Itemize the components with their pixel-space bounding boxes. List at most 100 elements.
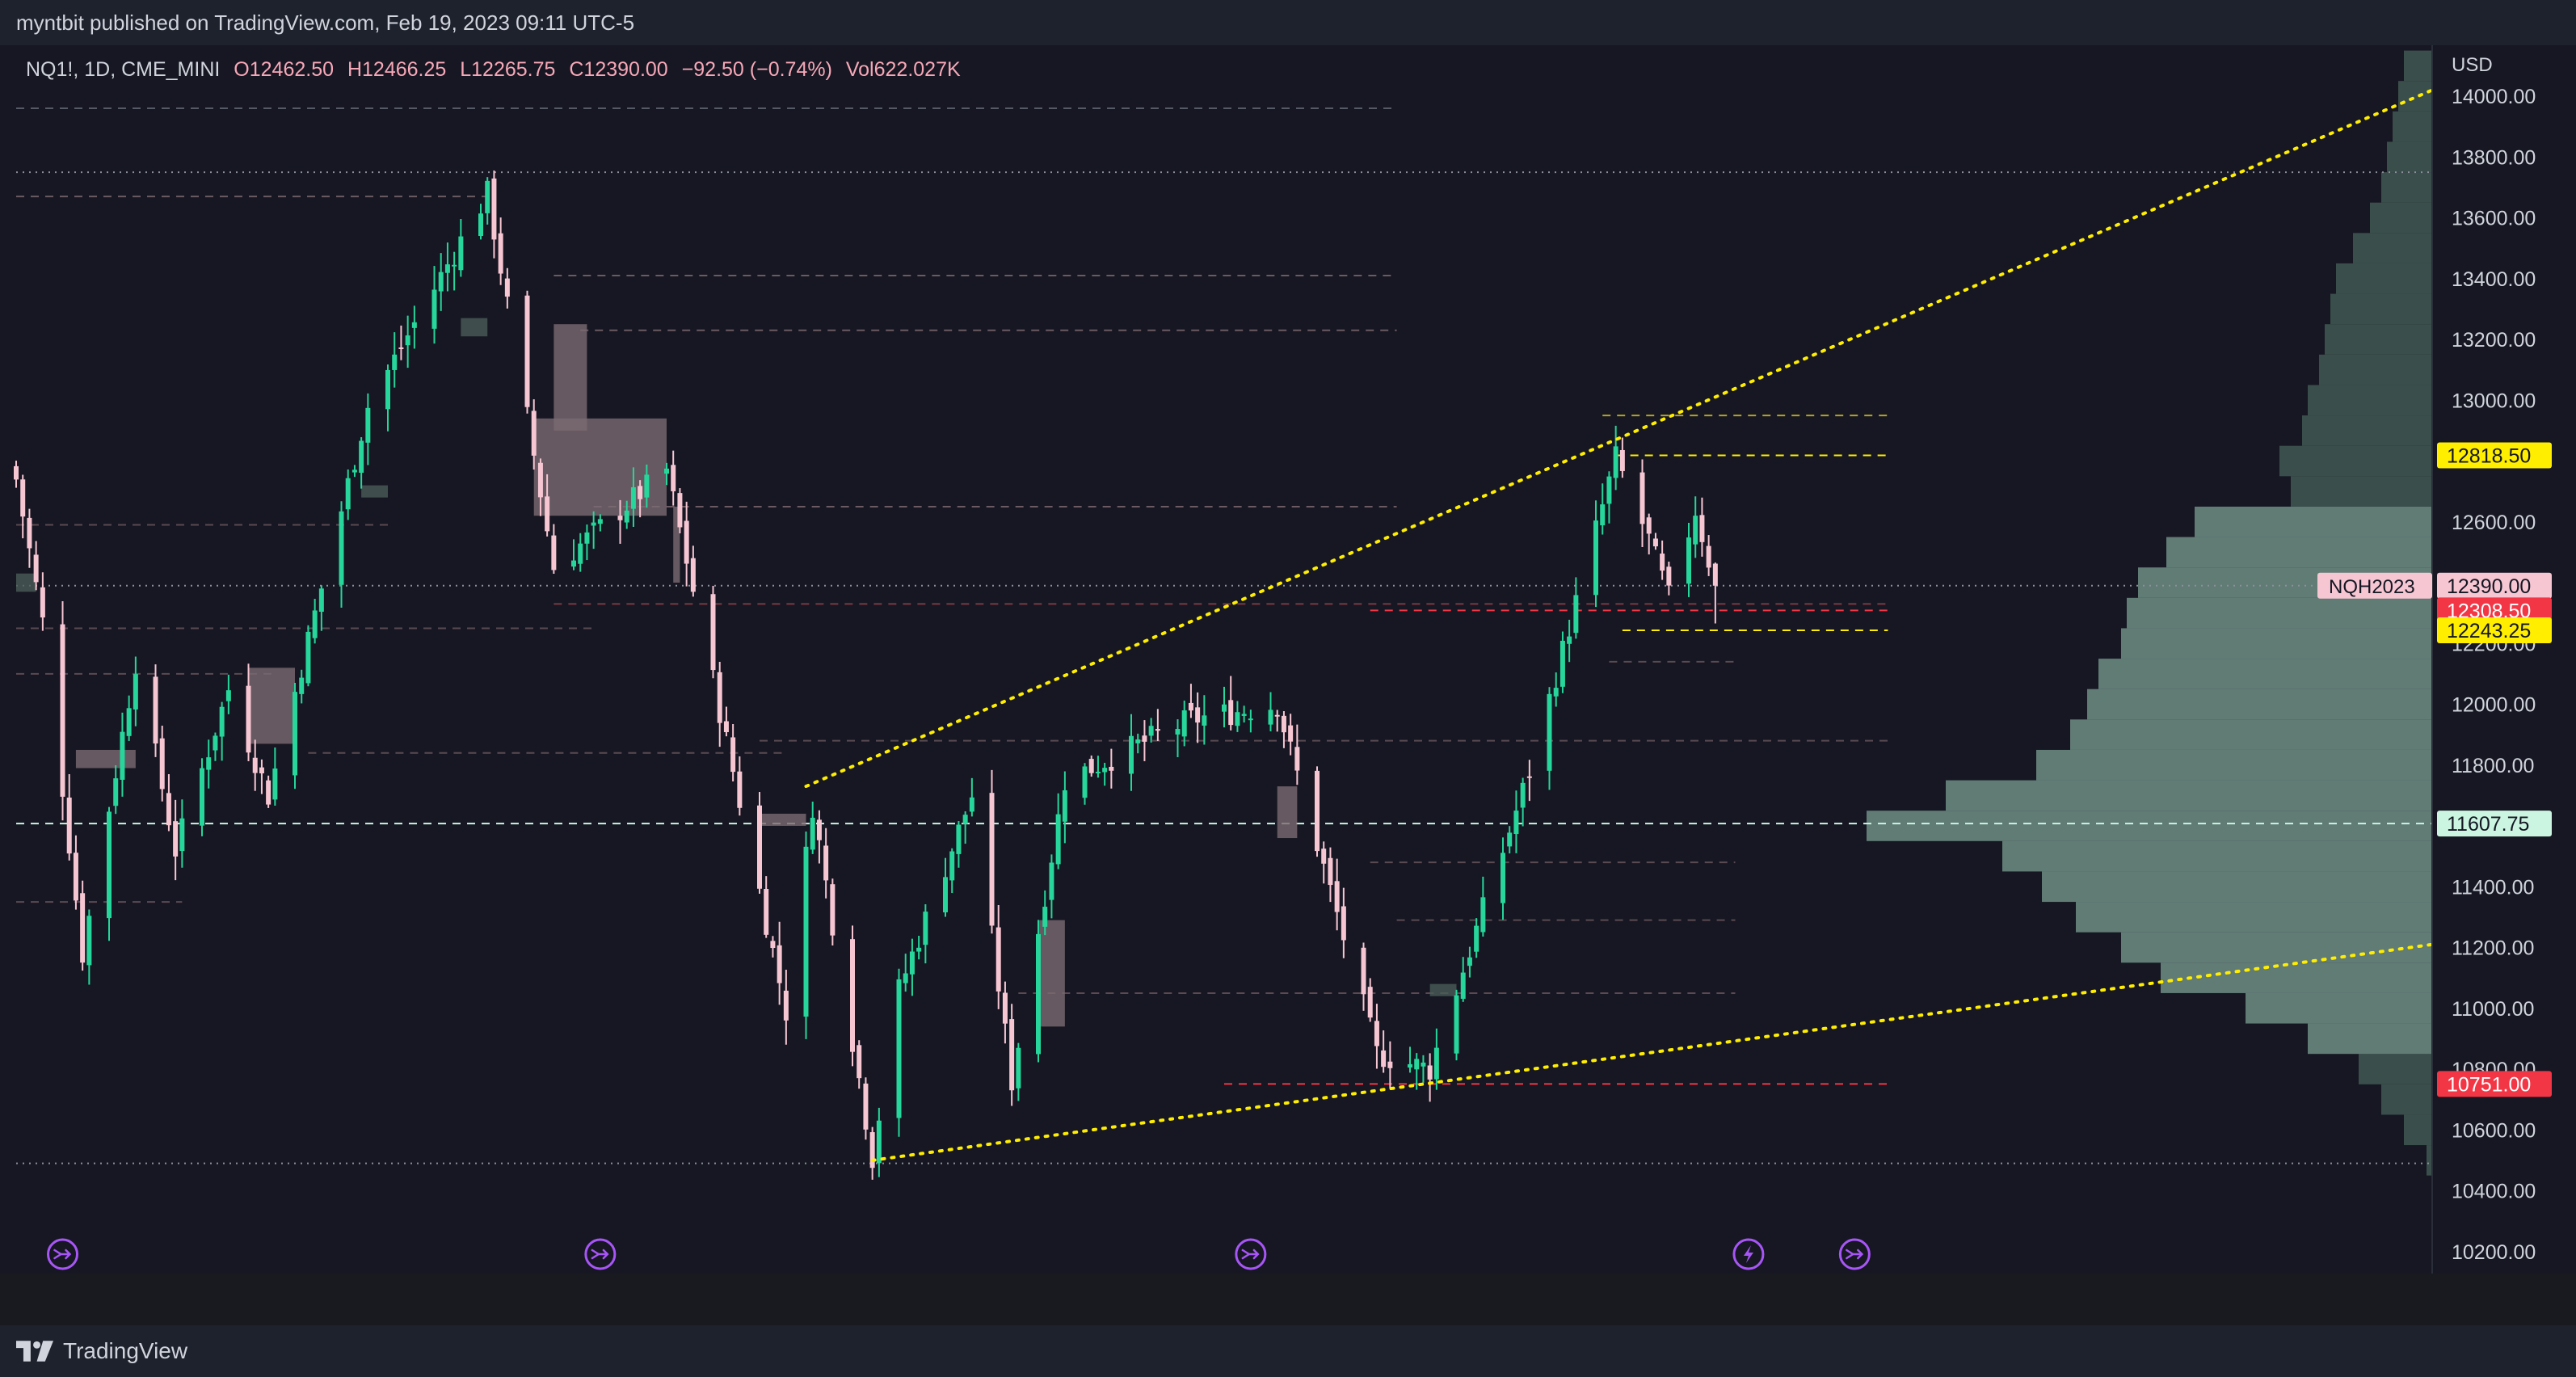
candle-body[interactable] (504, 278, 510, 297)
candle-body[interactable] (272, 769, 278, 800)
candle-body[interactable] (20, 479, 26, 517)
candle-body[interactable] (1248, 718, 1253, 721)
split-arrow-icon[interactable] (1838, 1238, 1871, 1270)
candle-body[interactable] (339, 511, 344, 585)
candle-body[interactable] (1460, 972, 1466, 999)
candle-body[interactable] (597, 519, 603, 524)
candle-body[interactable] (1699, 515, 1705, 542)
candle-body[interactable] (770, 941, 776, 949)
candle-body[interactable] (989, 793, 995, 926)
candle-body[interactable] (1102, 768, 1108, 773)
candle-body[interactable] (438, 272, 444, 292)
candle-body[interactable] (173, 821, 179, 857)
candle-body[interactable] (345, 478, 351, 510)
candle-body[interactable] (1660, 554, 1665, 571)
candle-body[interactable] (617, 516, 623, 520)
candle-body[interactable] (810, 817, 815, 850)
candle-body[interactable] (1593, 520, 1598, 596)
candle-body[interactable] (896, 979, 902, 1118)
candle-body[interactable] (1109, 766, 1114, 771)
candle-body[interactable] (995, 927, 1001, 992)
candle-body[interactable] (1042, 907, 1048, 927)
candle-body[interactable] (690, 558, 696, 592)
trendline[interactable] (804, 88, 2434, 789)
candle-body[interactable] (1474, 925, 1480, 952)
candle-body[interactable] (33, 554, 39, 583)
candle-body[interactable] (638, 486, 643, 499)
candle-body[interactable] (1686, 537, 1691, 584)
candle-body[interactable] (1567, 636, 1572, 644)
candle-body[interactable] (153, 676, 158, 744)
candle-body[interactable] (1693, 516, 1698, 545)
candle-body[interactable] (664, 468, 669, 474)
candle-body[interactable] (80, 893, 86, 963)
candle-body[interactable] (876, 1120, 882, 1164)
split-arrow-icon[interactable] (1235, 1238, 1267, 1270)
candle-body[interactable] (392, 354, 398, 370)
candle-body[interactable] (916, 947, 922, 952)
candle-body[interactable] (545, 496, 550, 532)
candle-body[interactable] (1009, 1019, 1015, 1091)
candle-body[interactable] (1062, 790, 1067, 822)
candle-body[interactable] (318, 588, 324, 613)
candle-body[interactable] (1706, 545, 1711, 568)
candle-body[interactable] (903, 973, 908, 983)
candle-body[interactable] (1421, 1062, 1426, 1067)
candle-body[interactable] (444, 264, 450, 273)
candle-body[interactable] (312, 610, 318, 638)
candle-body[interactable] (857, 1045, 862, 1079)
candle-body[interactable] (1387, 1061, 1393, 1068)
candle-body[interactable] (351, 470, 357, 473)
candle-body[interactable] (777, 945, 782, 983)
candle-body[interactable] (551, 535, 557, 571)
candle-body[interactable] (225, 690, 231, 701)
candle-body[interactable] (717, 672, 722, 723)
tradingview-brand[interactable]: TradingView (16, 1325, 187, 1377)
candle-body[interactable] (385, 369, 390, 410)
candle-body[interactable] (126, 708, 132, 736)
candle-body[interactable] (1341, 906, 1346, 941)
candle-body[interactable] (1547, 693, 1552, 771)
candle-body[interactable] (252, 757, 258, 773)
candle-body[interactable] (1235, 712, 1240, 726)
candle-body[interactable] (1619, 449, 1625, 471)
candle-body[interactable] (1135, 739, 1141, 743)
candle-body[interactable] (1002, 992, 1008, 1024)
candle-body[interactable] (1328, 857, 1333, 886)
candle-body[interactable] (478, 213, 483, 237)
candle-body[interactable] (677, 493, 683, 528)
candle-body[interactable] (1367, 987, 1373, 1018)
candle-body[interactable] (411, 322, 417, 328)
candle-body[interactable] (431, 289, 437, 329)
candle-body[interactable] (200, 768, 204, 826)
candle-body[interactable] (485, 180, 490, 213)
candle-body[interactable] (166, 793, 171, 826)
candle-body[interactable] (27, 517, 32, 549)
candle-body[interactable] (624, 510, 629, 523)
candle-body[interactable] (1268, 710, 1273, 725)
candle-body[interactable] (1281, 715, 1286, 733)
candle-body[interactable] (1559, 640, 1565, 687)
candle-body[interactable] (949, 851, 955, 881)
candle-body[interactable] (524, 295, 530, 407)
candle-body[interactable] (943, 877, 948, 913)
candle-body[interactable] (14, 465, 19, 480)
candle-body[interactable] (956, 824, 962, 854)
candle-body[interactable] (113, 778, 119, 806)
candle-body[interactable] (498, 233, 503, 274)
candle-body[interactable] (40, 587, 45, 618)
candle-body[interactable] (1155, 729, 1160, 731)
candle-body[interactable] (764, 888, 769, 935)
candle-body[interactable] (909, 951, 915, 975)
candle-body[interactable] (591, 522, 596, 526)
candle-body[interactable] (850, 939, 855, 1052)
candle-body[interactable] (1288, 725, 1294, 742)
candle-body[interactable] (179, 818, 185, 852)
candle-body[interactable] (869, 1132, 875, 1169)
candle-body[interactable] (1195, 707, 1201, 723)
candle-body[interactable] (405, 335, 410, 346)
candle-body[interactable] (1381, 1050, 1387, 1067)
candle-body[interactable] (578, 543, 583, 564)
candle-body[interactable] (1228, 700, 1234, 726)
candle-body[interactable] (1374, 1021, 1379, 1046)
